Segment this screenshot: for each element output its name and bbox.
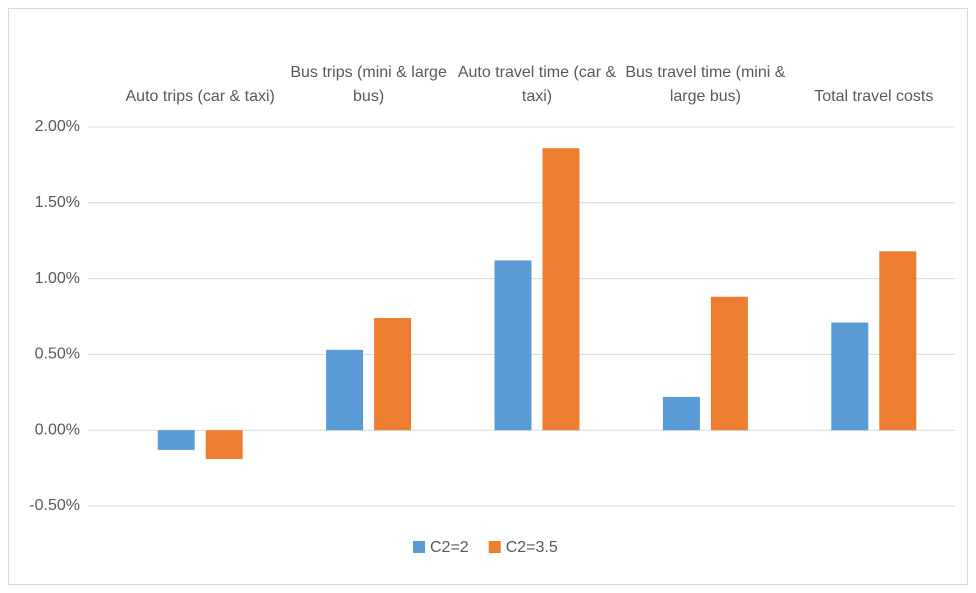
bar xyxy=(879,251,917,431)
bar xyxy=(710,296,748,431)
x-tick-label: Auto travel time (car & taxi) xyxy=(457,64,617,105)
bar xyxy=(205,430,243,460)
bar xyxy=(662,396,700,431)
y-tick-label: -0.50% xyxy=(29,497,80,514)
legend-label: C2=3.5 xyxy=(506,539,558,556)
y-tick-label: 0.00% xyxy=(35,421,80,438)
bar xyxy=(542,148,580,431)
bar xyxy=(831,322,869,431)
chart-border xyxy=(8,8,968,585)
bar xyxy=(326,349,364,431)
bar xyxy=(494,260,532,431)
legend-swatch xyxy=(413,541,425,553)
y-tick-label: 2.00% xyxy=(35,118,80,135)
y-tick-label: 0.50% xyxy=(35,346,80,363)
x-tick-label: Bus trips (mini & large bus) xyxy=(290,64,447,105)
y-tick-label: 1.50% xyxy=(35,194,80,211)
x-tick-label: Bus travel time (mini & large bus) xyxy=(625,64,786,105)
bar xyxy=(374,318,412,431)
y-tick-label: 1.00% xyxy=(35,270,80,287)
legend-label: C2=2 xyxy=(430,539,469,556)
legend-swatch xyxy=(488,541,501,553)
bar xyxy=(157,430,195,450)
x-tick-label: Total travel costs xyxy=(814,88,934,105)
x-tick-label: Auto trips (car & taxi) xyxy=(125,88,275,105)
